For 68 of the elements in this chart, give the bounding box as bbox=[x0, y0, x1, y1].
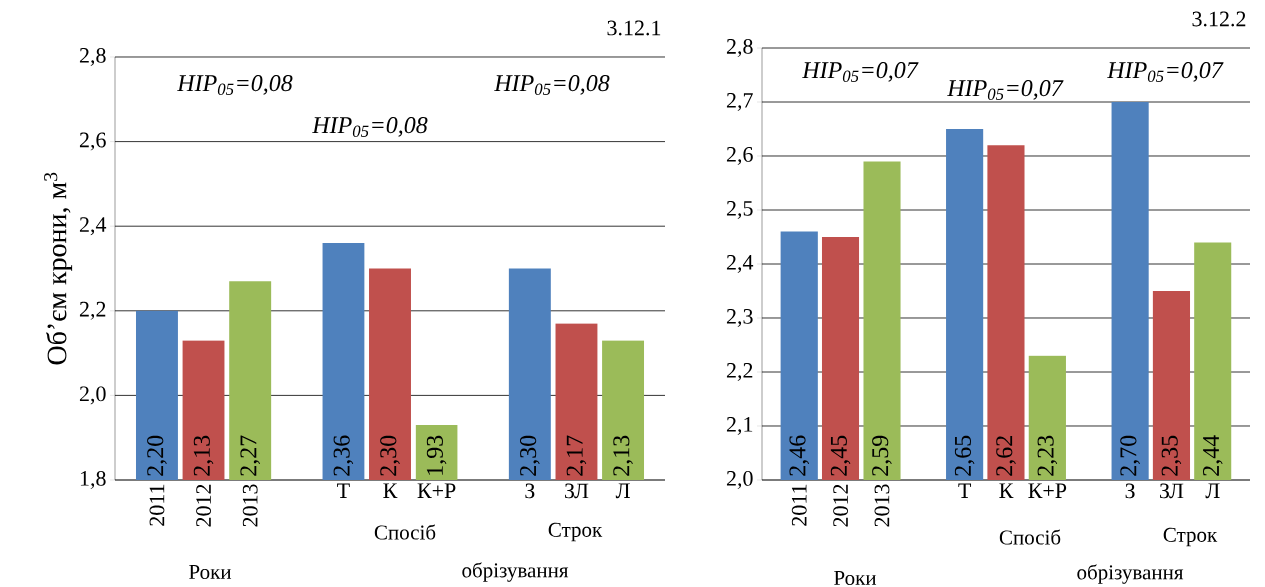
y-tick-label: 2,0 bbox=[726, 470, 753, 490]
y-tick-label: 2,6 bbox=[79, 132, 106, 151]
data-label: 2,17 bbox=[566, 435, 587, 476]
x-tick-label: 2011 bbox=[791, 484, 807, 526]
x-tick-label: З bbox=[525, 483, 535, 499]
data-label: 2,27 bbox=[240, 435, 260, 476]
y-axis-title: Об’єм крони, м$^{3}$ bbox=[44, 172, 73, 365]
x-tick-label: 2012 bbox=[196, 484, 211, 527]
text: обрізування bbox=[462, 562, 569, 582]
x-tick-label: 2013 bbox=[874, 484, 890, 527]
chart-title: 3.12.2 bbox=[1192, 11, 1246, 27]
y-tick-label: 1,8 bbox=[80, 470, 106, 490]
data-label: 2,13 bbox=[193, 435, 214, 476]
text: Спосіб bbox=[999, 529, 1061, 545]
annotation: HIP$_{05}$=0,08 bbox=[494, 75, 610, 95]
text: Строк bbox=[1163, 527, 1218, 547]
annotation: HIP$_{05}$=0,07 bbox=[947, 80, 1064, 100]
annotation: HIP$_{05}$=0,08 bbox=[177, 75, 293, 95]
x-tick-label: Л bbox=[1205, 483, 1220, 499]
data-label: 2,65 bbox=[954, 435, 975, 476]
y-tick-label: 2,0 bbox=[79, 386, 106, 405]
text: Роки bbox=[834, 571, 877, 585]
data-label: 2,23 bbox=[1037, 435, 1058, 476]
y-tick-label: 2,2 bbox=[726, 363, 753, 381]
y-tick-label: 2,2 bbox=[79, 301, 106, 320]
x-tick-label: ЗЛ bbox=[1159, 483, 1184, 499]
y-tick-label: 2,1 bbox=[726, 417, 753, 435]
y-tick-label: 2,6 bbox=[726, 147, 753, 165]
x-tick-label: ЗЛ bbox=[565, 483, 589, 499]
y-tick-label: 2,8 bbox=[79, 47, 106, 67]
x-tick-label: 2013 bbox=[242, 484, 258, 527]
x-tick-label: К+Р bbox=[417, 483, 456, 498]
data-label: 2,45 bbox=[830, 435, 851, 476]
data-label: 2,30 bbox=[380, 435, 400, 476]
data-label: 2,20 bbox=[147, 435, 167, 476]
y-tick-label: 2,7 bbox=[726, 93, 753, 111]
chart-title: 3.12.1 bbox=[607, 20, 661, 36]
text: Спосіб bbox=[374, 524, 436, 540]
x-tick-label: 2012 bbox=[833, 484, 849, 527]
annotation: HIP$_{05}$=0,07 bbox=[802, 62, 919, 82]
data-label: 2,36 bbox=[333, 435, 354, 476]
x-tick-label: К+Р bbox=[1028, 483, 1067, 498]
data-label: 1,93 bbox=[426, 435, 447, 475]
x-tick-label: Т bbox=[958, 483, 972, 498]
x-tick-label: Т bbox=[337, 483, 350, 498]
y-tick-label: 2,4 bbox=[79, 217, 107, 236]
text: Роки bbox=[189, 565, 232, 579]
text: обрізування bbox=[1077, 564, 1184, 584]
data-label: 2,62 bbox=[996, 436, 1016, 476]
data-label: 2,44 bbox=[1203, 435, 1223, 476]
data-label: 2,70 bbox=[1120, 435, 1140, 476]
annotation: HIP$_{05}$=0,08 bbox=[312, 117, 428, 137]
data-label: 2,30 bbox=[520, 435, 540, 476]
y-tick-label: 2,5 bbox=[726, 201, 753, 219]
x-tick-label: К bbox=[999, 483, 1014, 498]
x-tick-label: К bbox=[383, 483, 398, 498]
annotation: HIP$_{05}$=0,07 bbox=[1107, 62, 1224, 82]
text: Строк bbox=[548, 522, 603, 542]
y-tick-label: 2,3 bbox=[726, 309, 753, 327]
data-label: 2,59 bbox=[872, 435, 892, 476]
data-label: 2,46 bbox=[789, 435, 810, 476]
y-tick-label: 2,8 bbox=[726, 38, 753, 58]
y-tick-label: 2,4 bbox=[726, 255, 754, 273]
data-label: 2,13 bbox=[613, 435, 633, 476]
x-tick-label: Л bbox=[615, 483, 630, 499]
x-tick-label: З bbox=[1125, 483, 1135, 499]
data-label: 2,35 bbox=[1161, 435, 1182, 476]
x-tick-label: 2011 bbox=[149, 484, 165, 526]
